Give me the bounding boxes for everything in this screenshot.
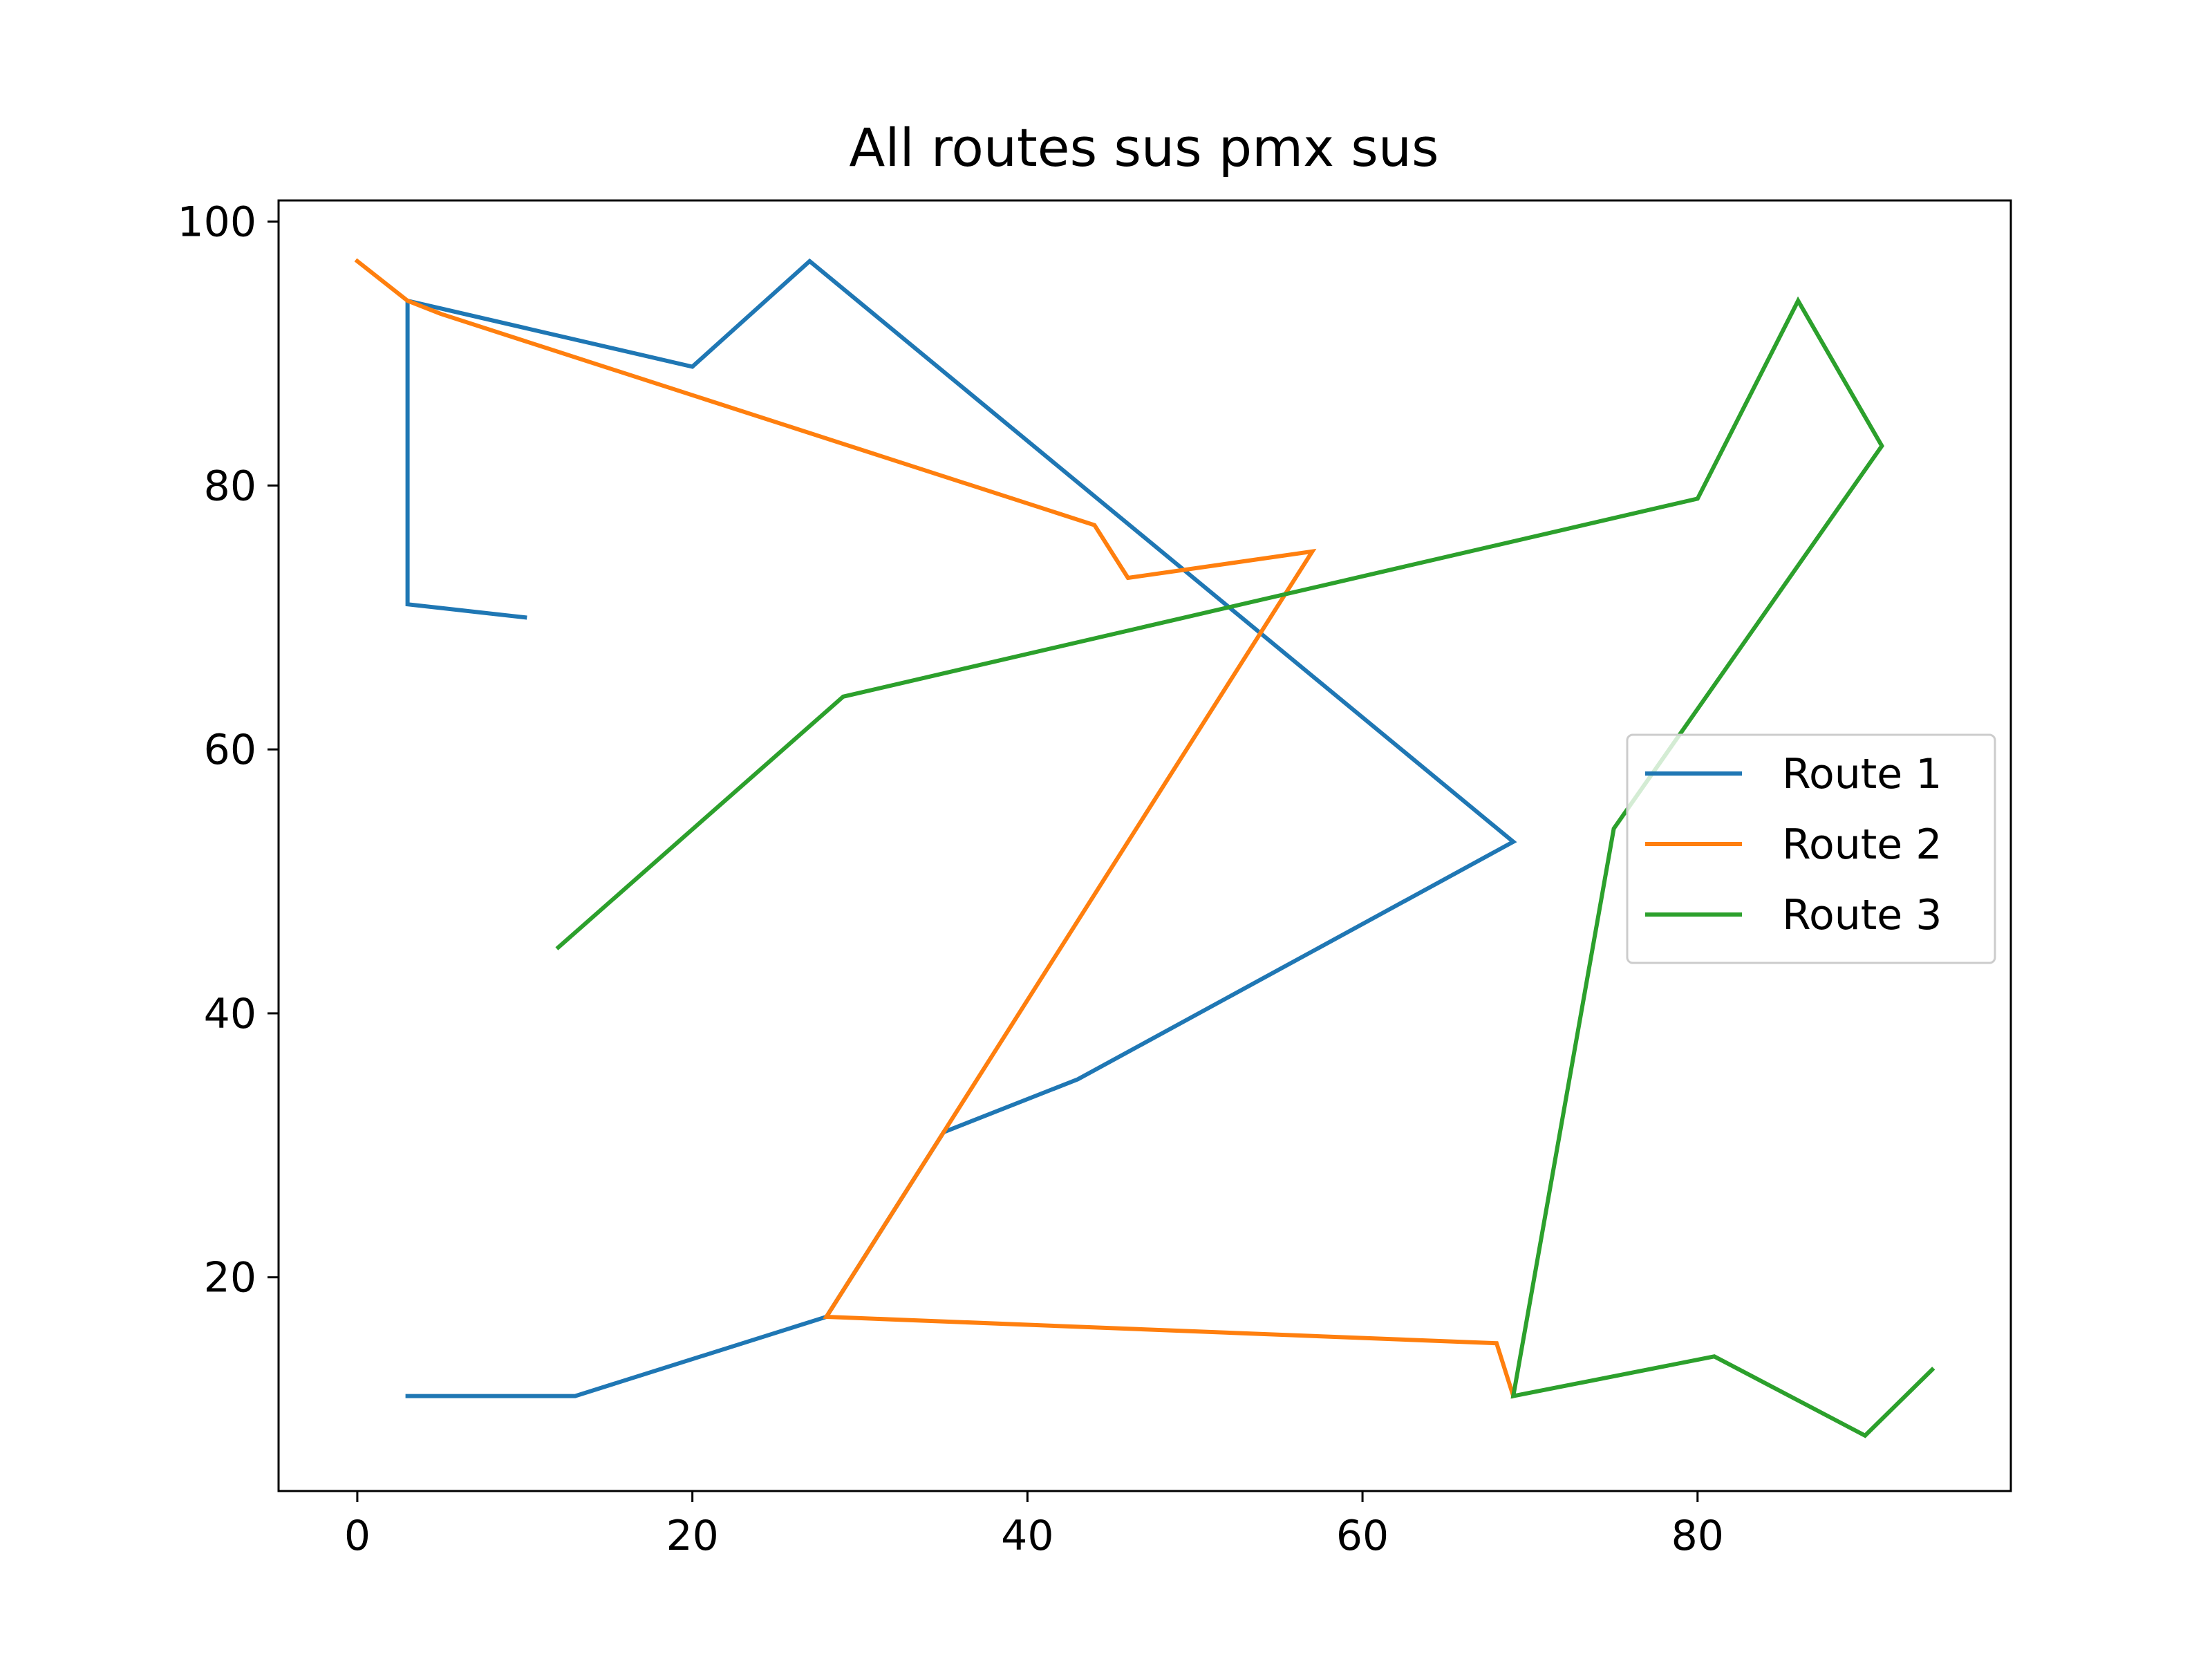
- legend-label-route-3: Route 3: [1782, 891, 1942, 939]
- series-line-route-3: [555, 296, 1936, 1438]
- legend-box: [1626, 733, 1996, 964]
- x-tick-label: 80: [1671, 1512, 1724, 1560]
- x-axis: 0 20 40 60 80: [344, 1491, 1724, 1560]
- legend-label-route-2: Route 2: [1782, 821, 1942, 869]
- chart-title: All routes sus pmx sus: [849, 117, 1438, 178]
- x-tick-label: 0: [344, 1512, 371, 1560]
- y-tick-label: 80: [204, 462, 256, 510]
- x-tick-label: 60: [1336, 1512, 1389, 1560]
- legend: Route 1 Route 2 Route 3: [1626, 733, 1996, 964]
- y-tick-label: 20: [204, 1254, 256, 1302]
- y-tick-label: 100: [177, 198, 256, 247]
- plot-area: [354, 258, 1936, 1438]
- x-tick-label: 40: [1001, 1512, 1053, 1560]
- x-tick-label: 20: [666, 1512, 718, 1560]
- axes-frame: [277, 199, 2012, 1492]
- y-tick-label: 40: [204, 990, 256, 1038]
- legend-label-route-1: Route 1: [1782, 750, 1942, 798]
- y-axis: 20 40 60 80 100: [177, 198, 279, 1302]
- series-line-route-2: [354, 258, 1516, 1399]
- series-line-route-1: [405, 258, 1517, 1398]
- y-tick-label: 60: [204, 726, 256, 774]
